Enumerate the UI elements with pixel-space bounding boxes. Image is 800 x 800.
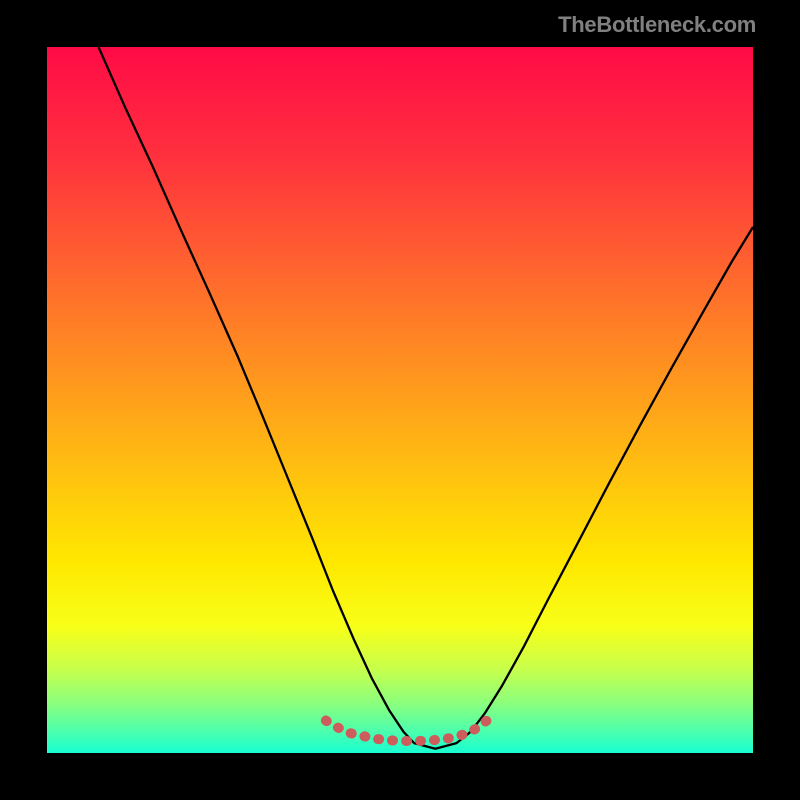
plot-area	[47, 47, 753, 753]
gradient-background	[47, 47, 753, 753]
plot-svg	[47, 47, 753, 753]
watermark-text: TheBottleneck.com	[558, 12, 756, 38]
